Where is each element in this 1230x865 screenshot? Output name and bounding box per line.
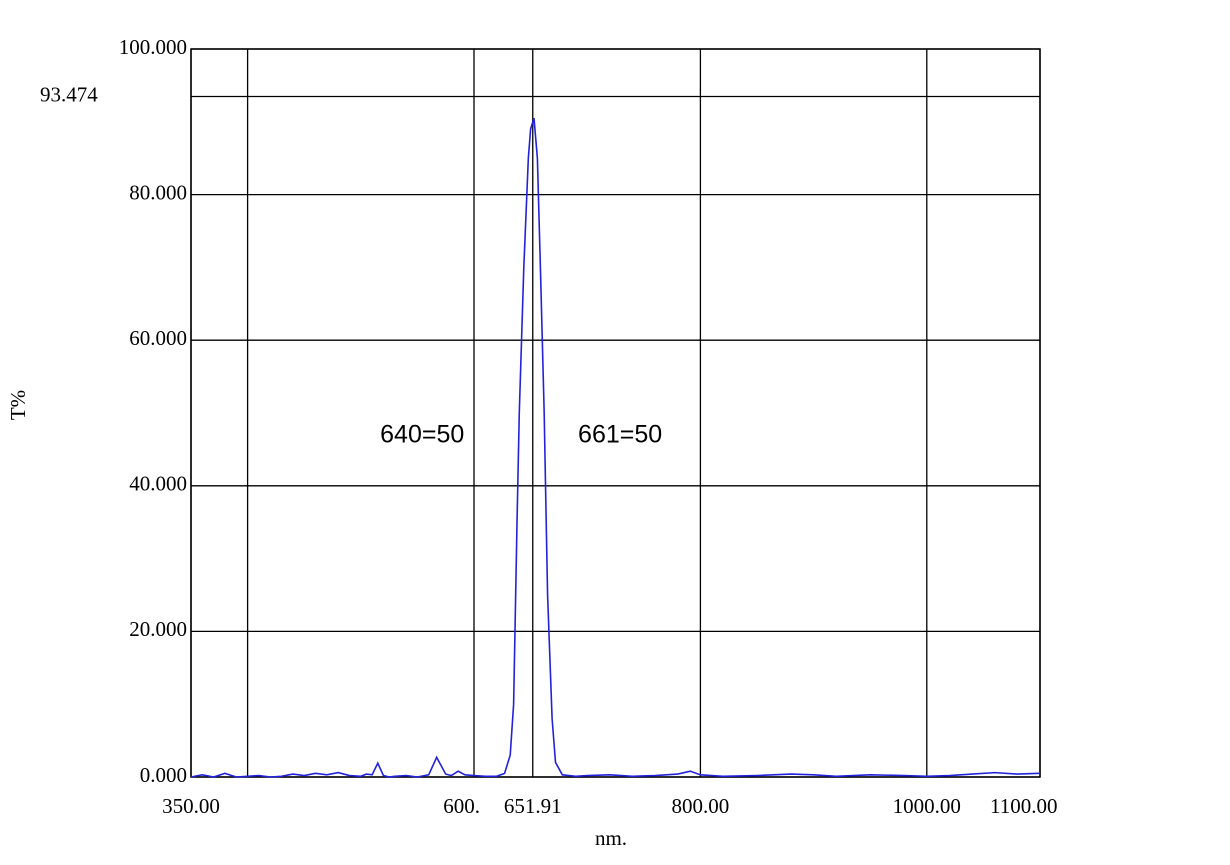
annotation: 661=50 (578, 421, 662, 449)
x-tick-label: 651.91 (504, 794, 562, 818)
x-tick-label: 350.00 (162, 794, 220, 818)
data-line (190, 117, 1041, 778)
y-axis-label: T% (6, 390, 30, 420)
y-tick-label: 100.000 (119, 35, 187, 59)
y-tick-label: 93.474 (40, 82, 98, 106)
y-tick-label: 40.000 (129, 472, 187, 496)
x-tick-label: 1000.00 (893, 794, 961, 818)
tick-label-bg (500, 796, 565, 820)
x-tick-label: 600. (443, 794, 480, 818)
x-axis-label: nm. (595, 826, 627, 850)
x-tick-label: 1100.00 (990, 794, 1057, 818)
annotation: 640=50 (380, 421, 464, 449)
y-tick-label: 60.000 (129, 326, 187, 350)
y-tick-label: 0.000 (140, 763, 187, 787)
y-tick-label: 20.000 (129, 617, 187, 641)
plot-frame (190, 48, 1041, 778)
x-tick-label: 800.00 (672, 794, 730, 818)
y-tick-label: 80.000 (129, 180, 187, 204)
